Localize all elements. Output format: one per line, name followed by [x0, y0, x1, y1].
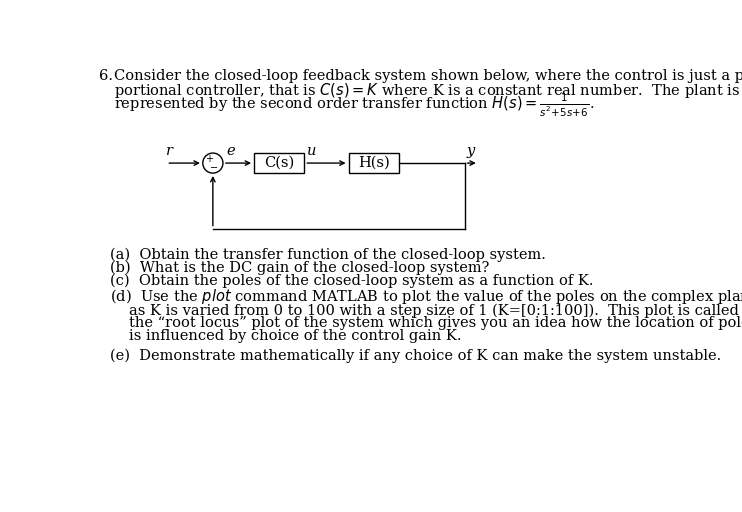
Text: e: e	[226, 144, 234, 158]
Text: H(s): H(s)	[358, 156, 390, 170]
Text: Consider the closed-loop feedback system shown below, where the control is just : Consider the closed-loop feedback system…	[114, 69, 742, 83]
Text: y: y	[466, 144, 475, 158]
Text: portional controller, that is $C(s) = K$ where K is a constant real number.  The: portional controller, that is $C(s) = K$…	[114, 81, 741, 100]
Text: the “root locus” plot of the system which gives you an idea how the location of : the “root locus” plot of the system whic…	[129, 316, 742, 330]
Text: (b)  What is the DC gain of the closed-loop system?: (b) What is the DC gain of the closed-lo…	[110, 261, 489, 275]
Text: (a)  Obtain the transfer function of the closed-loop system.: (a) Obtain the transfer function of the …	[110, 248, 545, 262]
Text: 6.: 6.	[99, 69, 113, 83]
Text: (c)  Obtain the poles of the closed-loop system as a function of K.: (c) Obtain the poles of the closed-loop …	[110, 274, 594, 288]
Bar	[349, 153, 399, 173]
Text: r: r	[166, 144, 174, 158]
Text: is influenced by choice of the control gain K.: is influenced by choice of the control g…	[129, 329, 462, 344]
Text: −: −	[211, 163, 218, 173]
Text: as K is varied from 0 to 100 with a step size of 1 (K=[0:1:100]).  This plot is : as K is varied from 0 to 100 with a step…	[129, 303, 739, 317]
Text: C(s): C(s)	[264, 156, 295, 170]
Bar	[254, 153, 304, 173]
Text: represented by the second order transfer function $H(s) = \frac{1}{s^2\!+\!5s\!+: represented by the second order transfer…	[114, 92, 595, 119]
Text: +: +	[205, 154, 213, 164]
Text: (e)  Demonstrate mathematically if any choice of K can make the system unstable.: (e) Demonstrate mathematically if any ch…	[110, 349, 721, 363]
Text: (d)  Use the $\it{plot}$ command MATLAB to plot the value of the poles on the co: (d) Use the $\it{plot}$ command MATLAB t…	[110, 287, 742, 306]
Text: u: u	[307, 144, 317, 158]
